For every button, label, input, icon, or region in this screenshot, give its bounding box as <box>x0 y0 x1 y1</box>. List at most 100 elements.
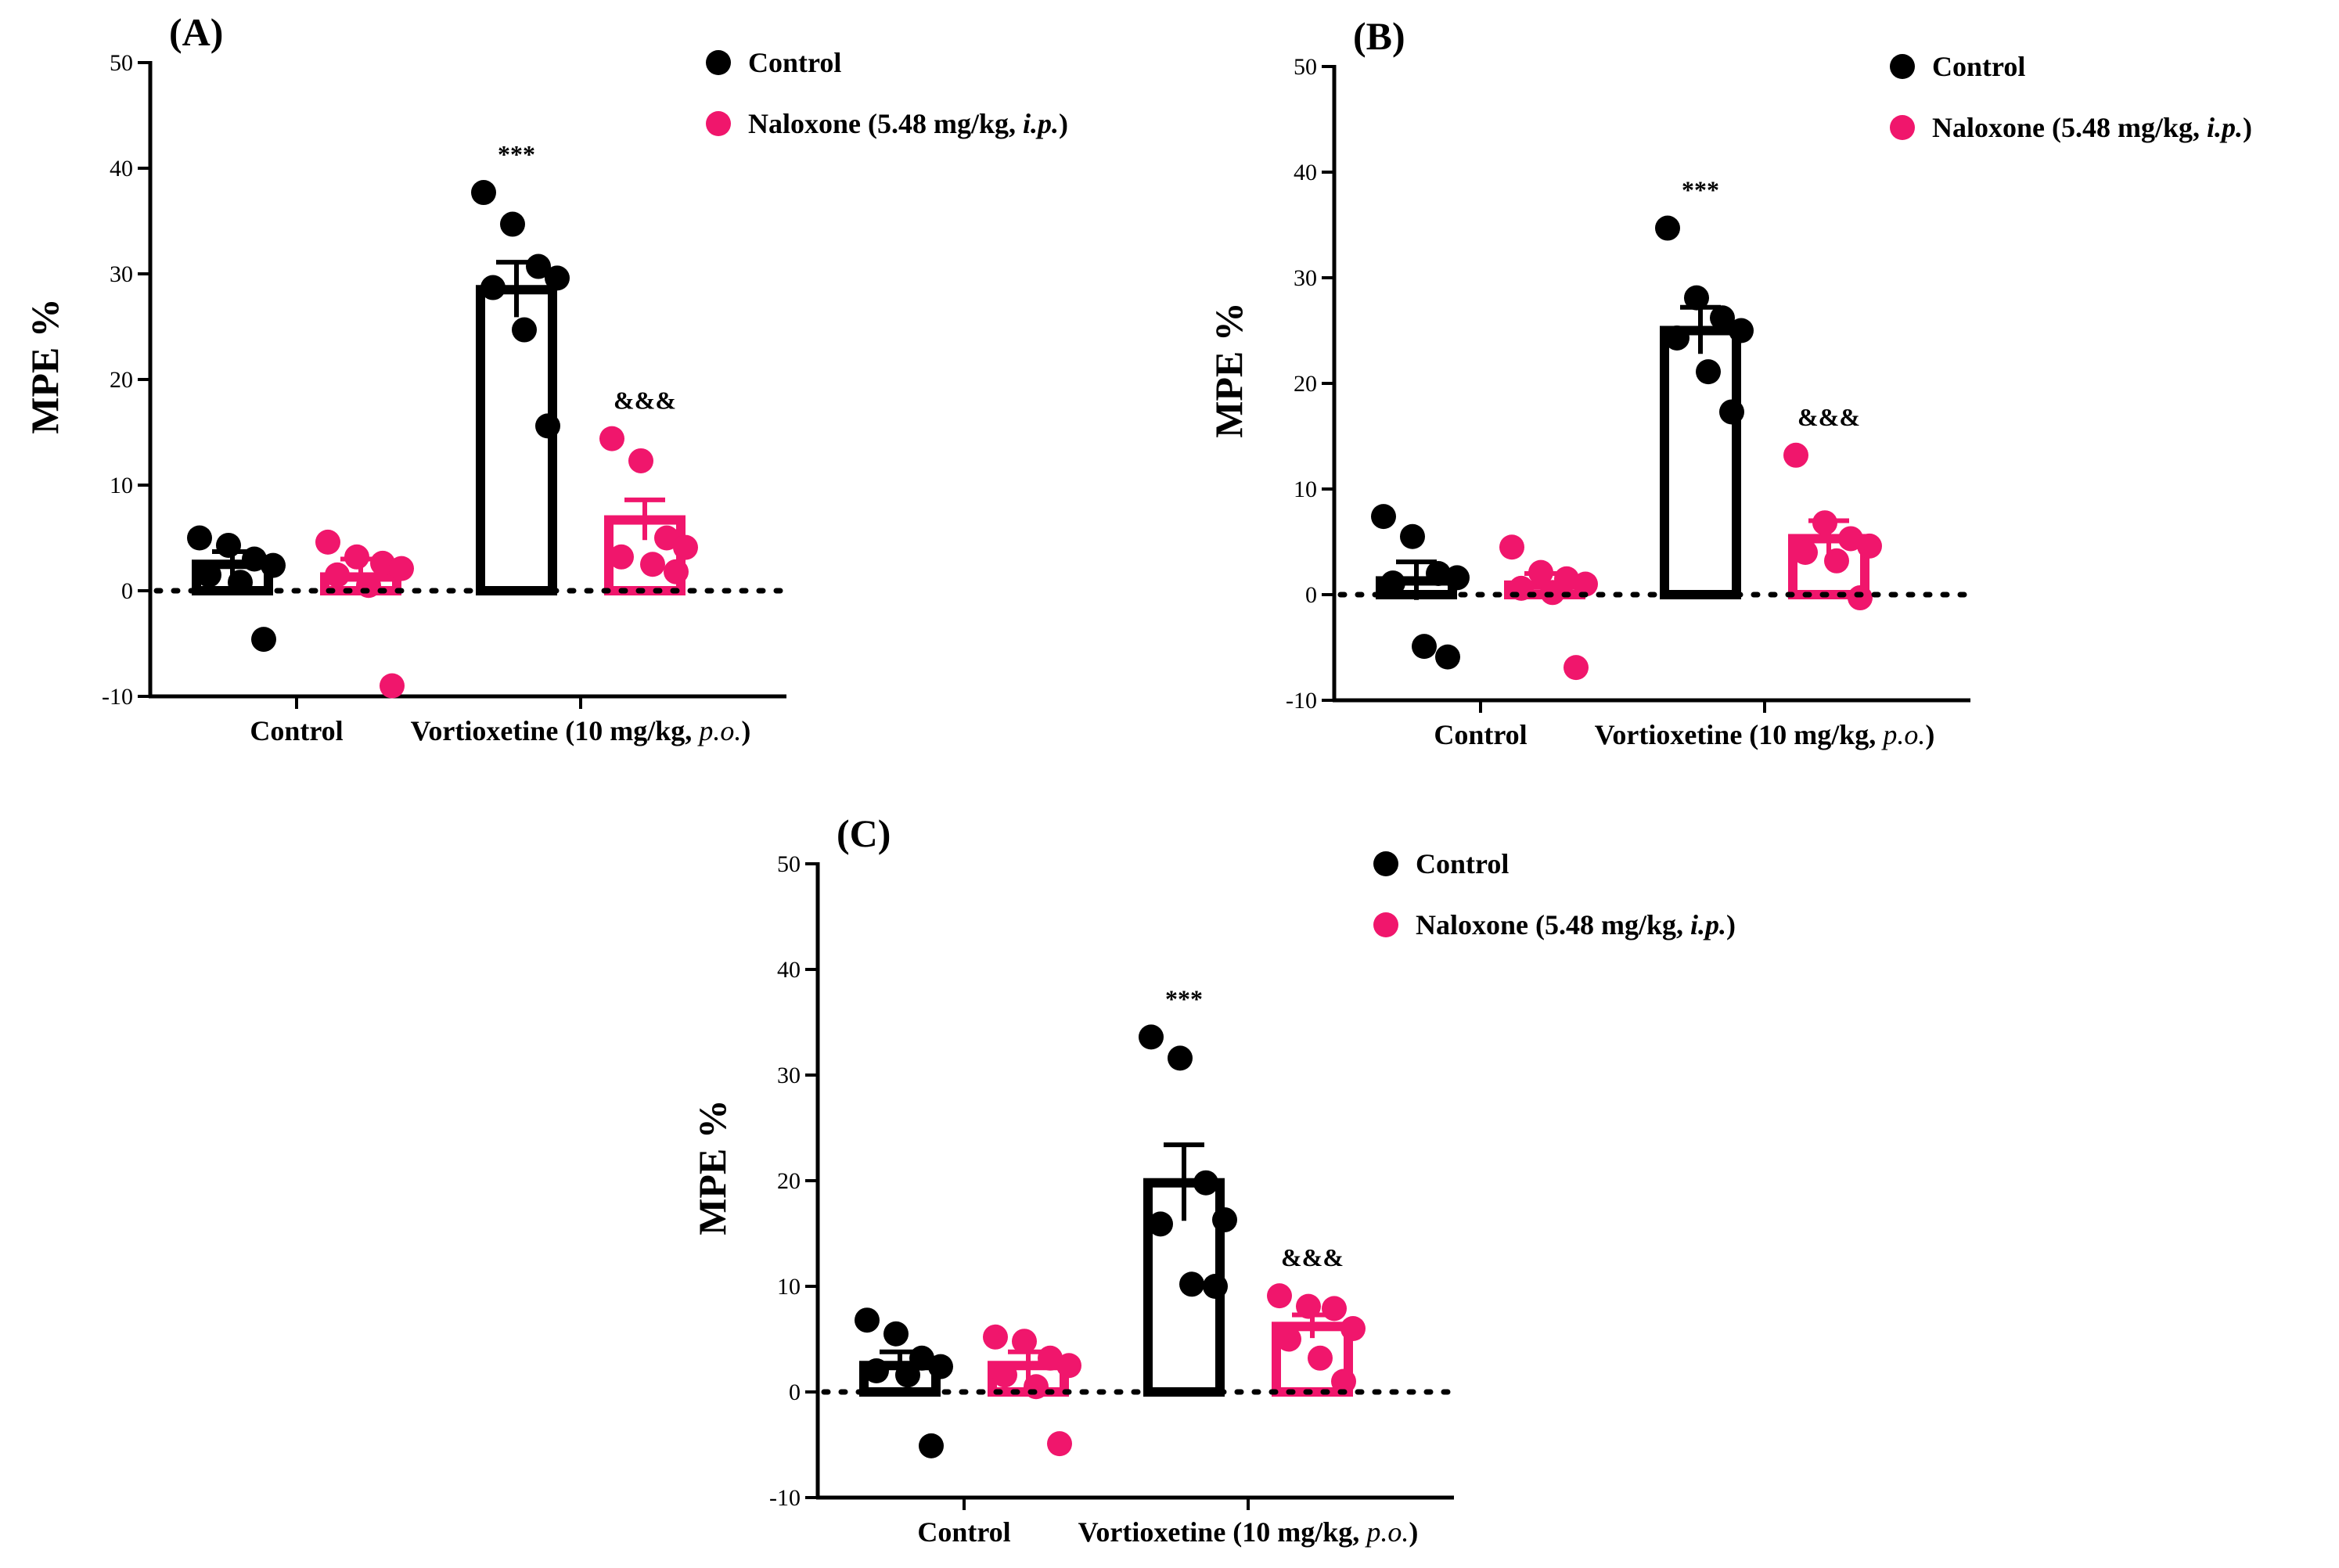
y-tick-label: 40 <box>110 156 133 182</box>
panel-label: (B) <box>1353 14 1405 58</box>
data-point <box>1426 561 1451 586</box>
data-point <box>1203 1274 1228 1299</box>
data-point <box>535 413 560 439</box>
bar <box>1660 325 1741 599</box>
panel-a: (A) MPE % -10 0 10 20 30 40 50 Control Vortioxetin… <box>23 10 1068 746</box>
y-tick-label: 0 <box>121 578 133 604</box>
y-tick-label: 30 <box>110 261 133 287</box>
y-tick-label: 50 <box>1294 54 1317 80</box>
legend-label-italic: i.p. <box>1023 108 1059 139</box>
y-tick-label: 10 <box>110 473 133 498</box>
category-label: Vortioxetine (10 mg/kg, p.o.) <box>411 715 751 746</box>
y-tick-label: 20 <box>1294 371 1317 397</box>
data-point <box>196 562 221 588</box>
data-point <box>855 1307 880 1333</box>
data-point <box>526 254 551 279</box>
panel-label: (C) <box>837 811 891 855</box>
significance-label: *** <box>1165 984 1203 1012</box>
legend-label: Naloxone (5.48 mg/kg, i.p.) <box>748 108 1068 139</box>
y-tick-label: 30 <box>777 1063 801 1088</box>
y-tick-label: 0 <box>1305 582 1317 608</box>
data-point <box>883 1321 909 1347</box>
data-point <box>1322 1296 1347 1322</box>
data-point <box>673 534 698 560</box>
data-point <box>216 532 241 558</box>
y-tick-label: 50 <box>110 50 133 76</box>
data-point <box>1435 644 1460 670</box>
legend-label: Naloxone (5.48 mg/kg, i.p.) <box>1416 909 1736 940</box>
panel-label: (A) <box>169 10 223 54</box>
data-point <box>251 627 276 653</box>
data-point <box>640 552 665 577</box>
data-point <box>325 562 350 588</box>
data-point <box>1696 359 1721 385</box>
data-point <box>1573 571 1598 597</box>
panel-b: (B) MPE % -10 0 10 20 30 40 50 Control Vortioxetin… <box>1207 14 2252 750</box>
data-point <box>1168 1045 1193 1071</box>
data-point <box>1729 318 1754 343</box>
y-axis-label: MPE % <box>1207 302 1250 438</box>
data-point <box>1710 305 1735 331</box>
legend-label-text: Naloxone (5.48 mg/kg, <box>748 108 1023 139</box>
category-label-italic: p.o. <box>1364 1516 1409 1548</box>
data-point <box>344 544 369 570</box>
data-point <box>1655 215 1680 241</box>
legend-marker <box>1373 912 1398 937</box>
data-point <box>1793 540 1818 565</box>
data-point <box>315 529 340 555</box>
y-tick-label: -10 <box>102 684 133 710</box>
y-tick-label: -10 <box>769 1485 801 1511</box>
data-point <box>895 1362 920 1388</box>
legend-label-tail: ) <box>2243 112 2252 143</box>
data-point <box>1719 399 1744 425</box>
data-point <box>1139 1024 1164 1050</box>
data-point <box>242 546 267 572</box>
data-point <box>1179 1271 1204 1297</box>
data-point <box>545 265 570 291</box>
legend-label-text: Control <box>1416 848 1509 879</box>
data-point <box>471 180 496 206</box>
y-tick-label: 20 <box>110 367 133 393</box>
significance-label: *** <box>498 140 535 168</box>
data-point <box>992 1362 1017 1388</box>
y-tick-label: 30 <box>1294 265 1317 291</box>
legend-label: Control <box>1932 51 2025 82</box>
significance-label: &&& <box>614 387 676 415</box>
legend-label-italic: i.p. <box>1690 909 1726 940</box>
legend-label-tail: ) <box>1726 909 1736 940</box>
y-tick-label: -10 <box>1286 688 1317 714</box>
data-point <box>389 556 414 581</box>
data-point <box>480 275 506 300</box>
data-point <box>1400 523 1425 549</box>
data-point <box>1296 1293 1321 1319</box>
data-point <box>1812 510 1837 536</box>
data-point <box>628 448 653 473</box>
data-point <box>1684 285 1709 311</box>
category-label-italic: p.o. <box>1880 719 1925 750</box>
significance-label: &&& <box>1797 403 1860 431</box>
legend-label-text: Naloxone (5.48 mg/kg, <box>1932 112 2207 143</box>
legend-label-text: Control <box>1932 51 2025 82</box>
category-label-text: Control <box>917 1516 1010 1548</box>
category-label-tail: ) <box>1925 719 1934 750</box>
data-point <box>1499 534 1524 560</box>
legend-marker <box>1890 115 1915 140</box>
category-label-tail: ) <box>741 715 750 746</box>
y-tick-label: 40 <box>1294 160 1317 185</box>
significance-label: *** <box>1682 176 1719 204</box>
legend-label-italic: i.p. <box>2207 112 2243 143</box>
legend-label: Control <box>748 47 841 78</box>
category-label: Control <box>1434 719 1527 750</box>
legend-label-text: Control <box>748 47 841 78</box>
significance-label: &&& <box>1281 1243 1344 1271</box>
data-point <box>380 673 405 699</box>
category-label: Vortioxetine (10 mg/kg, p.o.) <box>1078 1516 1419 1548</box>
data-point <box>599 426 624 451</box>
data-point <box>1047 1431 1072 1457</box>
data-point <box>370 550 395 576</box>
data-point <box>654 525 679 551</box>
data-point <box>1380 570 1405 596</box>
data-point <box>1148 1211 1173 1237</box>
y-tick-label: 10 <box>1294 477 1317 502</box>
